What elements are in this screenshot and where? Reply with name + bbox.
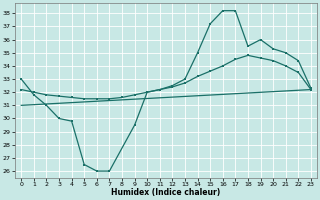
X-axis label: Humidex (Indice chaleur): Humidex (Indice chaleur)	[111, 188, 221, 197]
